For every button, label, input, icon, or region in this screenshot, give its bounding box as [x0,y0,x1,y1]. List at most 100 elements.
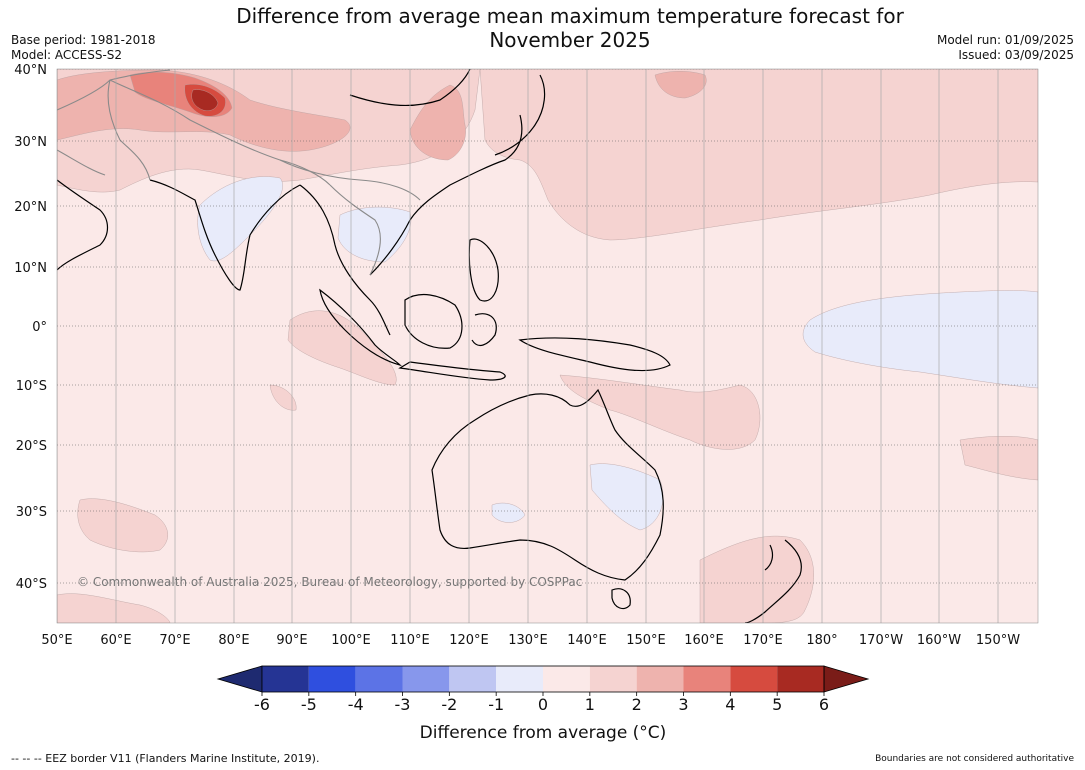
lon-label: 180° [806,633,837,648]
colorbar-tick-label: -1 [488,695,504,714]
base-period: Base period: 1981-2018 [11,33,156,47]
border-indochina [329,184,381,276]
colorbar-swatch [636,666,684,692]
lat-label: 0° [32,320,47,335]
colorbar-tick-label: -5 [301,695,317,714]
map-frame [56,68,1039,624]
model-run: Model run: 01/09/2025 [936,33,1074,47]
lat-label: 20°N [14,200,47,215]
coast-australia [431,388,664,581]
lon-label: 150°E [626,633,666,648]
lat-label: 10°N [14,261,47,276]
eez-note: -- -- -- EEZ border V11 (Flanders Marine… [11,752,320,765]
coast-india [149,179,301,291]
coast-java [398,361,506,381]
lon-label: 80°E [218,633,249,648]
border-himalaya [109,79,331,186]
model-name: Model: ACCESS-S2 [11,48,123,62]
title-line-2: November 2025 [489,28,651,52]
title-line-1: Difference from average mean maximum tem… [236,4,904,28]
lon-label: 90°E [276,633,307,648]
border-iran [57,149,106,176]
lon-label: 110°E [390,633,430,648]
colorbar-under-arrow [216,665,263,693]
colorbar-swatch [262,666,309,692]
colorbar-swatch [543,666,590,692]
longitude-labels: 50°E 60°E 70°E 80°E 90°E 100°E 110°E 120°E 130°E… [41,633,1020,648]
colorbar-swatch [449,666,497,692]
colorbar-label: Difference from average (°C) [420,723,667,743]
gridlines [57,69,1038,623]
latitude-labels: 40°N 30°N 20°N 10°N 0° 10°S 20°S 30°S 40°S [14,63,47,592]
lat-label: 30°N [14,135,47,150]
colorbar-tick-label: 6 [819,695,829,714]
colorbar-swatch [355,666,403,692]
colorbar-swatch [777,666,824,692]
colorbar-tick-label: 2 [632,695,642,714]
colorbar-swatch [496,666,543,692]
colorbar: -6 -5 -4 -3 -2 -1 0 1 2 3 4 5 6 [216,665,870,714]
anomaly-zone-1-2-tasman [699,535,814,623]
lon-label: 60°E [100,633,131,648]
colorbar-swatch [683,666,731,692]
lon-label: 100°E [331,633,371,648]
lat-label: 40°N [14,63,47,78]
border-china [279,159,421,201]
colorbar-tick-label: -4 [348,695,364,714]
coast-east-asia [349,69,471,107]
coast-indochina [299,114,523,336]
anomaly-zone-1-2-south-indian [77,498,168,553]
anomaly-zone-neg-australia-east [589,463,664,531]
colorbar-tick-label: 0 [538,695,548,714]
lon-label: 160°E [684,633,724,648]
colorbar-tick-label: 1 [585,695,595,714]
anomaly-zone-neg-india [197,176,283,262]
anomaly-zone-1-2-east [959,436,1038,481]
colorbar-tick-label: -3 [395,695,411,714]
lat-label: 20°S [16,439,47,454]
colorbar-tick-label: 5 [772,695,782,714]
colorbar-swatch [589,666,637,692]
lon-label: 130°E [508,633,548,648]
lon-label: 120°E [449,633,489,648]
anomaly-zone-5-6-tibet [191,89,219,111]
colorbar-swatch [730,666,778,692]
lon-label: 160°W [917,633,961,648]
map-title: Difference from average mean maximum tem… [150,4,990,52]
national-borders [57,69,421,276]
coast-japan [494,74,546,156]
lon-label: 140°E [567,633,607,648]
anomaly-zone-2-3-mongolia [654,71,707,99]
anomaly-zone-1-2-small [269,384,297,411]
lon-label: 170°E [743,633,783,648]
colorbar-tick-label: 3 [678,695,688,714]
coast-tasmania [611,588,631,610]
coast-philippines [468,238,499,302]
border-central-asia [57,69,171,111]
lon-label: 50°E [41,633,72,648]
issued-date: Issued: 03/09/2025 [958,48,1074,62]
lon-label: 170°W [859,633,903,648]
anomaly-zone-neg-pacific [802,290,1038,389]
colorbar-tick-label: -6 [254,695,270,714]
coast-sumatra [319,288,402,367]
map-area [57,69,1038,623]
colorbar-over-arrow [823,665,870,693]
lon-label: 70°E [159,633,190,648]
lat-label: 10°S [16,379,47,394]
lat-label: 30°S [16,505,47,520]
copyright-text: © Commonwealth of Australia 2025, Bureau… [77,575,582,589]
coast-arabia [57,179,109,271]
anomaly-zone-neg-australia-south [491,502,526,523]
coast-new-zealand [744,539,802,623]
border-pakistan [107,79,151,181]
colorbar-tick-label: 4 [725,695,735,714]
boundary-disclaimer: Boundaries are not considered authoritat… [875,754,1074,764]
lat-label: 40°S [16,577,47,592]
coast-borneo [404,293,463,349]
colorbar-swatch [402,666,450,692]
colorbar-tick-label: -2 [441,695,457,714]
lon-label: 150°W [976,633,1020,648]
coast-new-guinea [518,337,671,372]
